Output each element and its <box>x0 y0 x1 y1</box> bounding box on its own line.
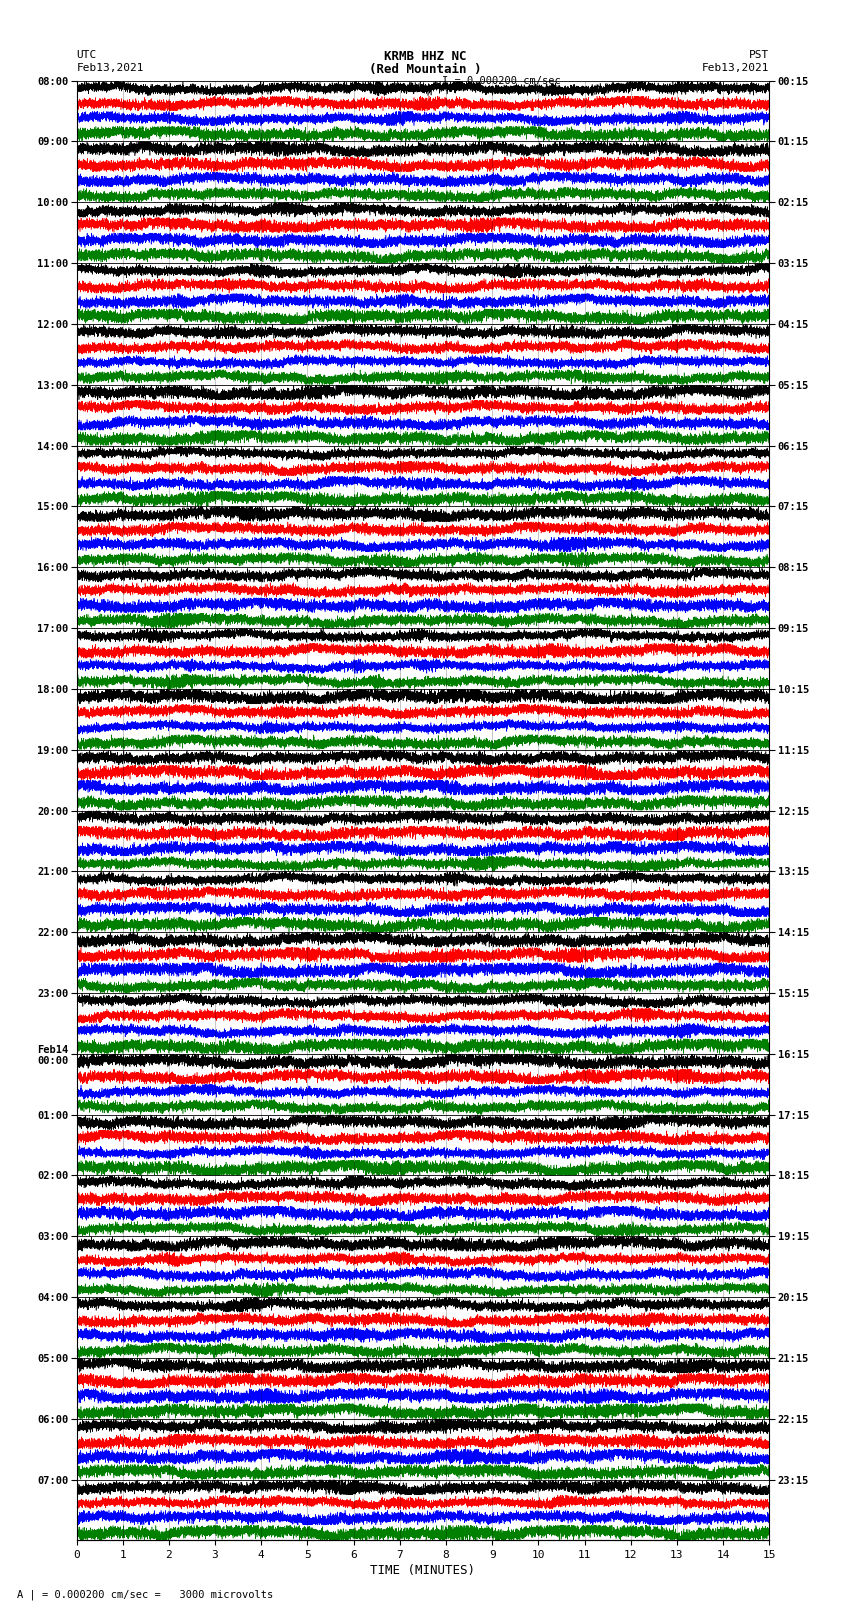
Text: PST: PST <box>749 50 769 60</box>
Text: (Red Mountain ): (Red Mountain ) <box>369 63 481 76</box>
Text: UTC: UTC <box>76 50 97 60</box>
Text: I = 0.000200 cm/sec: I = 0.000200 cm/sec <box>442 76 561 85</box>
Text: KRMB HHZ NC: KRMB HHZ NC <box>383 50 467 63</box>
Text: Feb13,2021: Feb13,2021 <box>702 63 769 73</box>
Text: A | = 0.000200 cm/sec =   3000 microvolts: A | = 0.000200 cm/sec = 3000 microvolts <box>17 1589 273 1600</box>
X-axis label: TIME (MINUTES): TIME (MINUTES) <box>371 1565 475 1578</box>
Text: Feb13,2021: Feb13,2021 <box>76 63 144 73</box>
